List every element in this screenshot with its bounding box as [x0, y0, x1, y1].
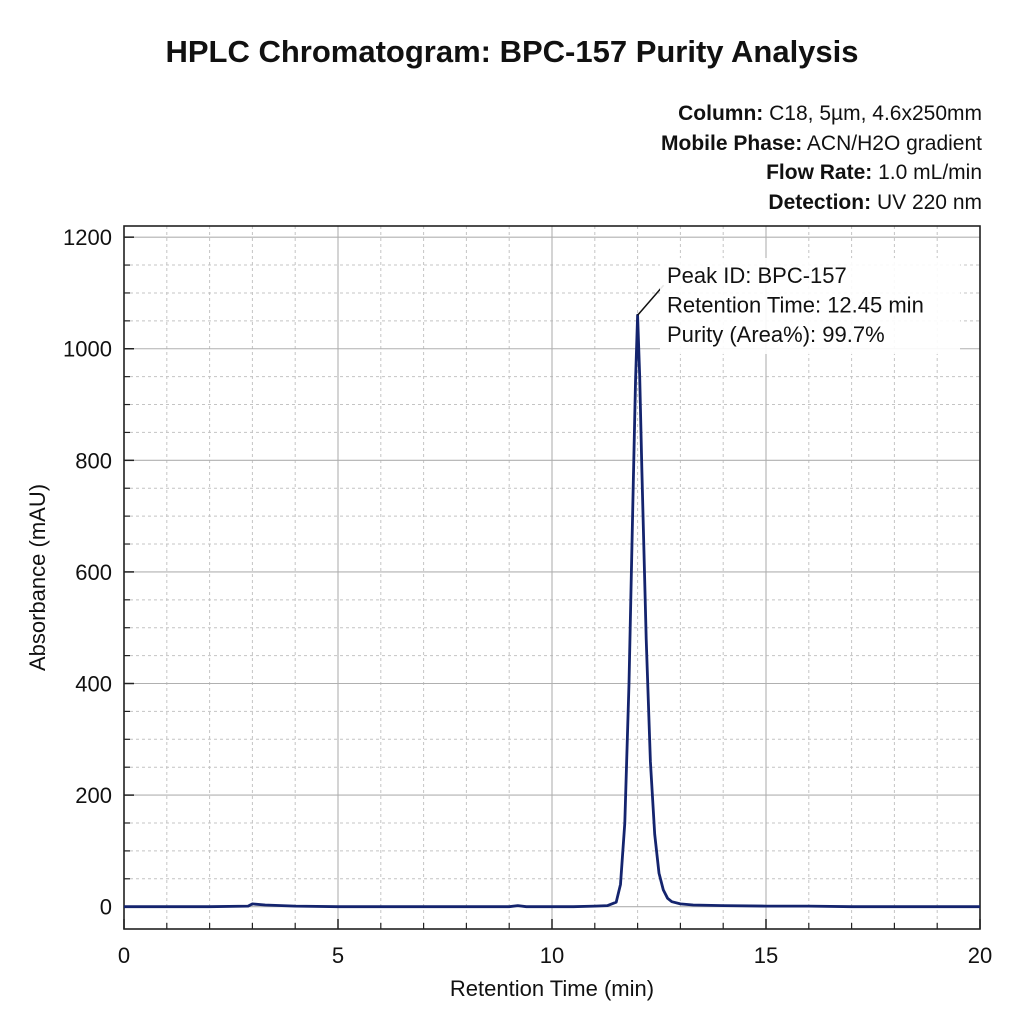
x-tick-label: 0 [118, 943, 130, 968]
chart-title: HPLC Chromatogram: BPC-157 Purity Analys… [165, 34, 859, 69]
y-axis-label: Absorbance (mAU) [25, 484, 50, 671]
plot-frame [123, 225, 981, 930]
annotation-leader-line [637, 284, 665, 316]
y-tick-label: 0 [100, 895, 112, 920]
annotation-line: Purity (Area%): 99.7% [667, 322, 885, 347]
y-tick-label: 600 [75, 560, 112, 585]
x-tick-label: 5 [332, 943, 344, 968]
method-info: Column: C18, 5µm, 4.6x250mm Mobile Phase… [661, 99, 982, 217]
y-tick-label: 200 [75, 783, 112, 808]
x-tick-label: 20 [968, 943, 992, 968]
chromatogram-trace [124, 313, 980, 909]
peak-annotation: Peak ID: BPC-157 Retention Time: 12.45 mi… [667, 263, 924, 347]
y-tick-label: 1000 [63, 337, 112, 362]
annotation-box [660, 258, 960, 354]
method-info-column: Column: C18, 5µm, 4.6x250mm [678, 102, 982, 125]
method-info-flow-rate: Flow Rate: 1.0 mL/min [766, 161, 982, 184]
annotation-line: Retention Time: 12.45 min [667, 293, 924, 318]
method-info-mobile-phase: Mobile Phase: ACN/H2O gradient [661, 131, 982, 155]
y-tick-label: 400 [75, 672, 112, 697]
annotation-line: Peak ID: BPC-157 [667, 263, 847, 288]
y-tick-label: 800 [75, 448, 112, 473]
x-tick-label: 15 [754, 943, 778, 968]
axis-ticks [123, 236, 981, 929]
y-tick-label: 1200 [63, 225, 112, 250]
x-tick-label: 10 [540, 943, 564, 968]
x-axis-label: Retention Time (min) [450, 976, 654, 1001]
method-info-detection: Detection: UV 220 nm [768, 190, 982, 214]
